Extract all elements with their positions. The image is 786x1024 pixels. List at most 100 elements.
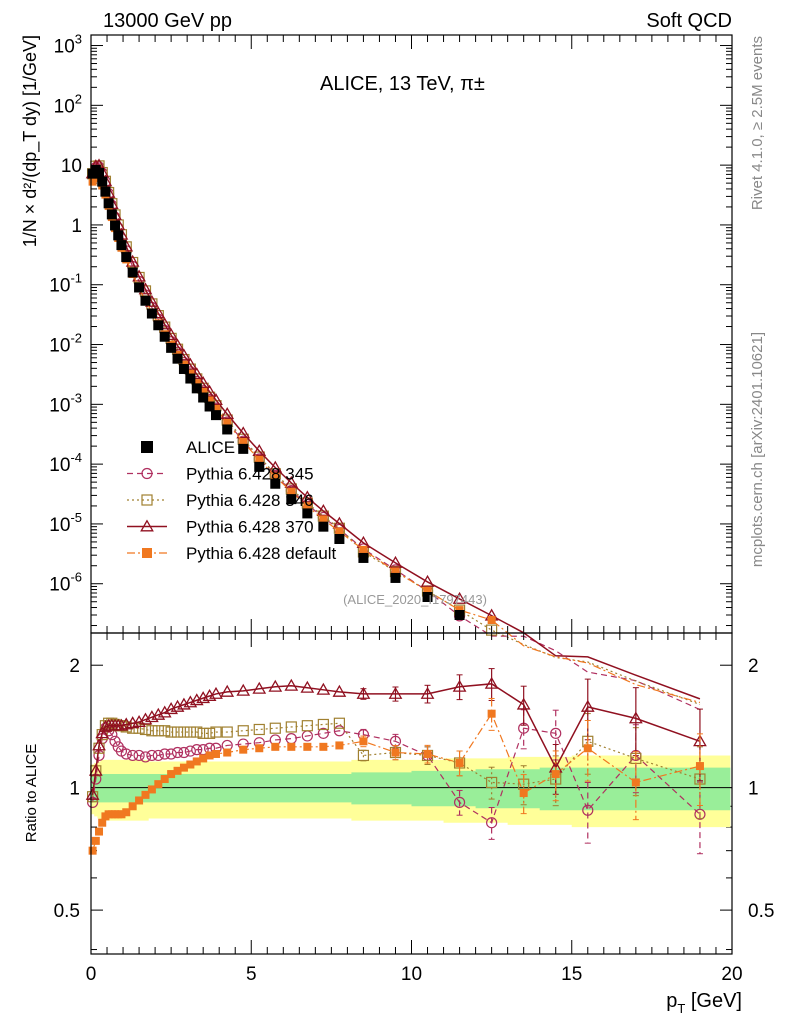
main-marker-3	[239, 438, 248, 447]
x-tick-label: 15	[561, 964, 582, 985]
ratio-marker-3	[551, 770, 560, 779]
ratio-marker-2	[332, 684, 347, 697]
main-marker-2	[316, 503, 331, 516]
ratio-marker-0	[486, 817, 498, 829]
ratio-marker-1	[171, 726, 184, 738]
ratio-marker-0	[184, 745, 196, 757]
main-marker-2	[300, 490, 315, 503]
legend-marker	[142, 548, 152, 558]
ratio-marker-2	[220, 684, 235, 697]
ratio-marker-3	[173, 766, 182, 775]
y-tick-label: 103	[54, 32, 82, 58]
ratio-marker-3	[223, 748, 232, 757]
ratio-marker-3	[192, 757, 201, 766]
ratio-marker-2	[268, 679, 283, 692]
main-marker-2	[284, 475, 299, 488]
ratio-marker-3	[255, 744, 264, 753]
ratio-marker-3	[319, 742, 328, 751]
alice-marker	[113, 230, 124, 241]
x-tick-label: 5	[246, 964, 257, 985]
y-tick-label: 10-2	[49, 331, 82, 357]
ratio-marker-0	[109, 735, 121, 747]
alice-marker	[172, 353, 183, 364]
ratio-marker-2	[388, 686, 403, 699]
y-tick-label: 10-6	[49, 570, 82, 596]
alice-marker	[178, 363, 189, 374]
ratio-marker-0	[87, 796, 99, 808]
ratio-marker-1	[191, 726, 203, 738]
ratio-marker-0	[582, 804, 594, 816]
ratio-marker-3	[141, 790, 150, 799]
ratio-marker-0	[139, 751, 152, 763]
alice-marker	[146, 308, 157, 319]
ratio-marker-3	[95, 827, 104, 836]
ratio-line-0	[92, 727, 701, 824]
alice-marker	[198, 392, 209, 403]
alice-marker	[116, 240, 127, 251]
ratio-marker-3	[117, 810, 126, 819]
ratio-marker-2	[88, 763, 103, 776]
main-line-1	[92, 165, 701, 705]
ratio-y-tick-label: 2	[69, 656, 80, 677]
alice-marker	[140, 295, 151, 306]
alice-marker	[106, 209, 117, 220]
ratio-marker-3	[287, 742, 296, 751]
ratio-marker-3	[423, 749, 432, 758]
ratio-marker-1	[317, 718, 329, 731]
ratio-marker-3	[487, 709, 496, 718]
ratio-marker-1	[159, 725, 171, 737]
alice-marker	[210, 410, 221, 421]
ratio-marker-3	[359, 737, 368, 746]
ratio-marker-1	[152, 725, 164, 737]
main-marker-3	[319, 515, 328, 524]
alice-marker	[358, 552, 369, 563]
ratio-y-tick-label-right: 0.5	[748, 901, 774, 922]
alice-marker	[334, 533, 345, 544]
main-line-2	[91, 164, 701, 700]
ratio-marker-2	[300, 680, 315, 693]
legend-marker	[141, 467, 153, 480]
alice-marker	[185, 373, 196, 384]
main-marker-3	[487, 616, 496, 625]
alice-marker	[302, 508, 313, 519]
ratio-marker-2	[628, 711, 643, 724]
main-panel: 10-6 10-5 10-4 10-3 10-2 10-1 1 10 102 103	[49, 32, 733, 711]
ratio-marker-1	[285, 721, 297, 733]
main-marker-3	[271, 472, 280, 481]
ratio-y-tick-label-right: 2	[748, 656, 759, 677]
ratio-marker-3	[391, 748, 400, 757]
y-tick-label: 10	[61, 156, 82, 177]
ratio-marker-1	[301, 720, 313, 732]
header-right-label: Soft QCD	[646, 10, 732, 32]
ratio-marker-3	[88, 846, 97, 855]
main-marker-3	[223, 419, 232, 428]
alice-marker	[153, 320, 164, 331]
alice-marker	[121, 252, 132, 263]
main-marker-3	[391, 567, 400, 576]
ratio-marker-2	[236, 683, 251, 696]
ratio-marker-2	[284, 678, 299, 691]
ratio-marker-2	[252, 681, 267, 694]
ratio-marker-2	[420, 686, 435, 699]
mcplots-label: mcplots.cern.ch [arXiv:2401.10621]	[749, 332, 766, 567]
ratio-marker-1	[197, 727, 209, 739]
ratio-marker-2	[157, 705, 172, 718]
ratio-marker-1	[184, 726, 196, 738]
ratio-y-tick-label: 1	[69, 779, 80, 800]
ratio-marker-3	[271, 742, 280, 751]
main-marker-3	[205, 396, 214, 405]
main-marker-2	[268, 460, 283, 473]
ratio-marker-0	[333, 725, 345, 737]
ratio-marker-3	[122, 808, 131, 817]
ratio-marker-3	[455, 758, 464, 767]
ratio-marker-0	[178, 746, 190, 759]
ratio-marker-2	[92, 738, 106, 751]
y-tick-label: 10-4	[49, 450, 82, 476]
ratio-marker-1	[486, 776, 498, 789]
ratio-marker-2	[95, 726, 110, 739]
ratio-marker-0	[152, 749, 164, 762]
main-marker-2	[388, 555, 403, 568]
ratio-marker-2	[580, 699, 595, 712]
ratio-marker-1	[210, 726, 222, 738]
ratio-marker-3	[205, 751, 214, 760]
